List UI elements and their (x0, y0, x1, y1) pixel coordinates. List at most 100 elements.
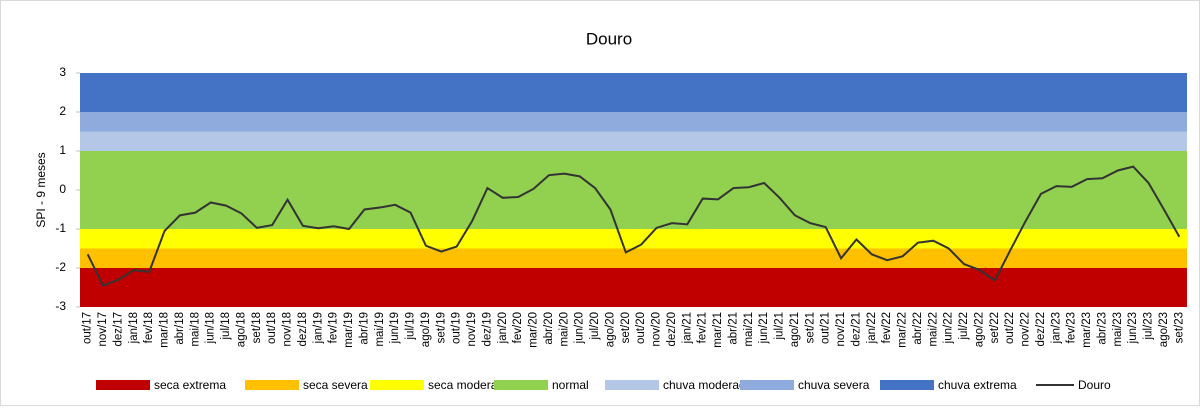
band (80, 151, 1187, 229)
x-tick-label: set/21 (804, 312, 816, 343)
x-tick-label: dez/20 (666, 312, 678, 347)
legend-label: chuva severa (798, 378, 870, 392)
x-tick-label: jul/21 (774, 312, 786, 341)
legend-swatch (494, 380, 548, 390)
x-tick-label: jun/19 (389, 312, 401, 344)
y-tick-label: 2 (59, 104, 66, 118)
x-tick-label: mai/20 (558, 312, 570, 347)
x-tick-label: fev/21 (697, 312, 709, 343)
y-tick-label: 0 (59, 182, 66, 196)
x-tick-label: ago/20 (604, 312, 616, 347)
x-tick-label: mai/19 (374, 312, 386, 347)
x-tick-label: out/21 (820, 312, 832, 344)
band (80, 229, 1187, 249)
x-tick-label: fev/18 (143, 312, 155, 343)
x-tick-label: dez/17 (112, 312, 124, 347)
x-tick-label: jun/21 (758, 312, 770, 344)
x-tick-label: jul/23 (1143, 312, 1155, 341)
x-tick-label: mar/21 (712, 312, 724, 348)
x-tick-label: jun/23 (1127, 312, 1139, 344)
x-tick-label: nov/19 (466, 312, 478, 347)
legend-swatch (245, 380, 299, 390)
y-tick-label: 3 (59, 65, 66, 79)
x-tick-label: out/20 (635, 312, 647, 344)
x-tick-label: mai/23 (1112, 312, 1124, 347)
y-tick-label: 1 (59, 143, 66, 157)
legend-swatch (96, 380, 150, 390)
band (80, 268, 1187, 307)
x-tick-label: mar/23 (1081, 312, 1093, 348)
y-axis-label: SPI - 9 meses (34, 152, 48, 227)
x-tick-label: ago/22 (973, 312, 985, 347)
band (80, 73, 1187, 112)
x-tick-label: ago/18 (235, 312, 247, 347)
legend-label: Douro (1078, 378, 1111, 392)
legend-swatch (605, 380, 659, 390)
x-tick-label: jul/22 (958, 312, 970, 341)
y-tick-label: -2 (55, 260, 66, 274)
x-tick-label: mai/18 (189, 312, 201, 347)
x-tick-label: dez/19 (481, 312, 493, 347)
legend-label: seca extrema (154, 378, 226, 392)
x-tick-label: ago/21 (789, 312, 801, 347)
x-tick-label: mar/22 (897, 312, 909, 348)
x-tick-label: mai/21 (743, 312, 755, 347)
x-tick-label: dez/18 (297, 312, 309, 347)
band (80, 112, 1187, 132)
x-tick-label: mai/22 (927, 312, 939, 347)
x-tick-label: nov/21 (835, 312, 847, 347)
x-tick-label: fev/23 (1066, 312, 1078, 343)
x-tick-label: set/19 (435, 312, 447, 343)
x-tick-label: jan/22 (866, 312, 878, 344)
x-tick-label: abr/20 (543, 312, 555, 345)
legend-swatch (370, 380, 424, 390)
line (86, 165, 1181, 287)
x-tick-label: nov/17 (97, 312, 109, 347)
x-tick-label: mar/19 (343, 312, 355, 348)
x-tick-label: ago/23 (1158, 312, 1170, 347)
y-tick-label: -3 (55, 299, 66, 313)
x-tick-label: out/19 (451, 312, 463, 344)
legend-label: seca severa (303, 378, 368, 392)
x-tick-label: out/18 (266, 312, 278, 344)
x-tick-label: nov/18 (282, 312, 294, 347)
band (80, 131, 1187, 151)
x-tick-label: nov/22 (1020, 312, 1032, 347)
x-tick-label: jun/22 (943, 312, 955, 344)
x-tick-label: jan/19 (312, 312, 324, 344)
chart-title: Douro (586, 29, 632, 48)
legend-label: chuva moderada (663, 378, 753, 392)
x-tick-label: abr/19 (358, 312, 370, 345)
x-tick-label: jan/18 (128, 312, 140, 344)
legend-swatch (880, 380, 934, 390)
legend-label: chuva extrema (938, 378, 1017, 392)
legend-label: normal (552, 378, 589, 392)
x-tick-label: jul/18 (220, 312, 232, 341)
x-tick-label: abr/22 (912, 312, 924, 345)
x-tick-label: set/23 (1173, 312, 1185, 343)
band (80, 248, 1187, 268)
x-tick-label: fev/20 (512, 312, 524, 343)
x-tick-label: out/22 (1004, 312, 1016, 344)
x-tick-label: fev/19 (328, 312, 340, 343)
x-tick-label: jun/18 (205, 312, 217, 344)
legend-swatch (740, 380, 794, 390)
x-tick-label: jul/19 (405, 312, 417, 341)
x-tick-label: abr/18 (174, 312, 186, 345)
x-tick-label: mar/18 (159, 312, 171, 348)
x-tick-label: nov/20 (651, 312, 663, 347)
x-tick-label: fev/22 (881, 312, 893, 343)
x-tick-label: jul/20 (589, 312, 601, 341)
x-tick-label: jan/21 (681, 312, 693, 344)
x-tick-label: abr/23 (1096, 312, 1108, 345)
x-tick-label: set/22 (989, 312, 1001, 343)
y-tick-label: -1 (55, 221, 66, 235)
x-tick-label: dez/22 (1035, 312, 1047, 347)
x-tick-label: jun/20 (574, 312, 586, 344)
x-tick-label: dez/21 (850, 312, 862, 347)
x-tick-label: ago/19 (420, 312, 432, 347)
x-tick-label: set/18 (251, 312, 263, 343)
x-tick-label: jan/23 (1050, 312, 1062, 344)
x-tick-label: set/20 (620, 312, 632, 343)
